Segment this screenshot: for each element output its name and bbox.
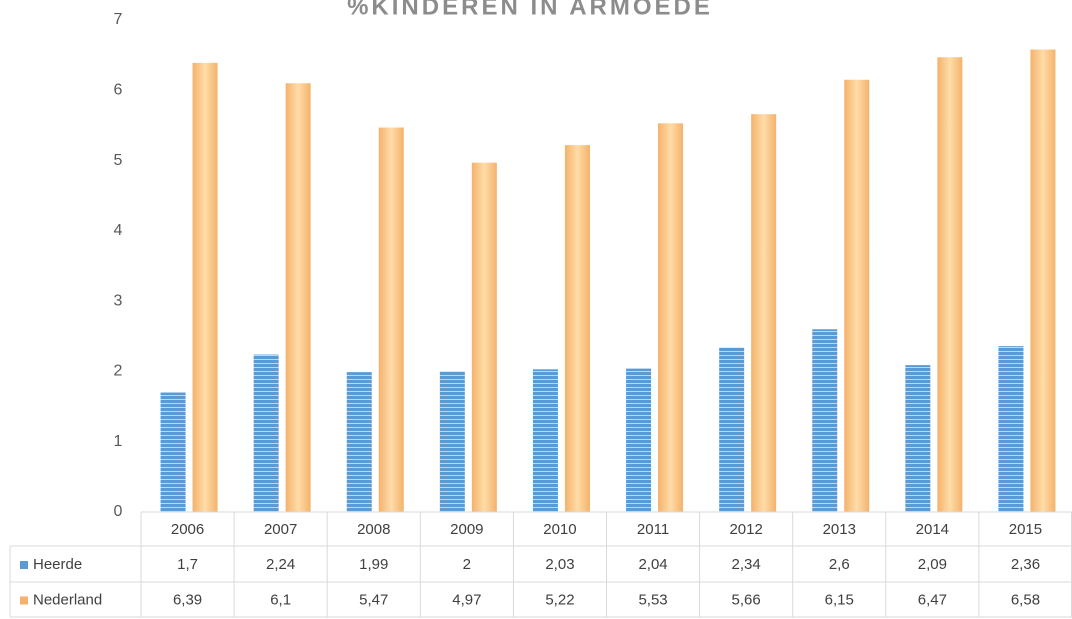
data-label: 2,6 <box>829 556 850 573</box>
bar <box>253 354 279 512</box>
data-label: 5,47 <box>359 591 388 608</box>
data-label: 2,04 <box>638 556 667 573</box>
data-label: 2 <box>463 556 471 573</box>
data-label: 1,7 <box>177 556 198 573</box>
data-label: 5,22 <box>545 591 574 608</box>
y-tick-label: 3 <box>114 292 123 309</box>
x-tick-label: 2011 <box>637 521 669 538</box>
bar <box>346 372 372 512</box>
legend-swatch <box>20 561 28 569</box>
bar <box>471 162 497 512</box>
bar <box>719 347 745 512</box>
bar <box>192 62 218 512</box>
bar <box>532 369 558 512</box>
y-tick-label: 5 <box>114 152 123 169</box>
bar <box>998 346 1024 512</box>
bar <box>285 83 311 512</box>
data-label: 6,15 <box>825 591 854 608</box>
y-tick-label: 0 <box>114 503 123 520</box>
y-tick-label: 6 <box>114 82 123 99</box>
x-tick-label: 2010 <box>543 521 576 538</box>
data-label: 2,36 <box>1011 556 1040 573</box>
x-tick-label: 2006 <box>171 521 204 538</box>
x-tick-label: 2015 <box>1009 521 1042 538</box>
bar <box>160 392 186 512</box>
x-tick-label: 2008 <box>357 521 390 538</box>
data-label: 1,99 <box>359 556 388 573</box>
data-label: 2,09 <box>918 556 947 573</box>
legend-label: Heerde <box>33 556 82 573</box>
x-tick-label: 2007 <box>264 521 297 538</box>
x-tick-label: 2013 <box>823 521 856 538</box>
data-label: 2,34 <box>732 556 761 573</box>
bar <box>1030 49 1056 513</box>
data-label: 4,97 <box>452 591 481 608</box>
data-label: 6,58 <box>1011 591 1040 608</box>
y-tick-label: 2 <box>114 363 123 380</box>
data-label: 6,1 <box>270 591 291 608</box>
y-tick-label: 1 <box>114 433 123 450</box>
bar <box>626 368 652 512</box>
bar <box>658 123 684 512</box>
x-tick-label: 2012 <box>729 521 762 538</box>
data-label: 6,47 <box>918 591 947 608</box>
bar <box>812 329 838 512</box>
chart-title: %KINDEREN IN ARMOEDE <box>347 0 713 20</box>
legend-swatch <box>20 596 28 605</box>
data-label: 2,24 <box>266 556 295 573</box>
bar <box>378 127 404 512</box>
data-label: 2,03 <box>545 556 574 573</box>
bar <box>844 79 870 512</box>
bar <box>751 114 777 512</box>
bar <box>905 365 931 512</box>
data-label: 5,53 <box>638 591 667 608</box>
data-label: 6,39 <box>173 591 202 608</box>
data-label: 5,66 <box>732 591 761 608</box>
bar <box>439 371 465 512</box>
x-tick-label: 2014 <box>916 521 949 538</box>
bar <box>937 57 963 512</box>
bar <box>564 145 590 512</box>
x-tick-label: 2009 <box>450 521 483 538</box>
y-tick-label: 4 <box>114 222 123 239</box>
legend-label: Nederland <box>33 591 102 608</box>
y-tick-label: 7 <box>114 11 123 28</box>
